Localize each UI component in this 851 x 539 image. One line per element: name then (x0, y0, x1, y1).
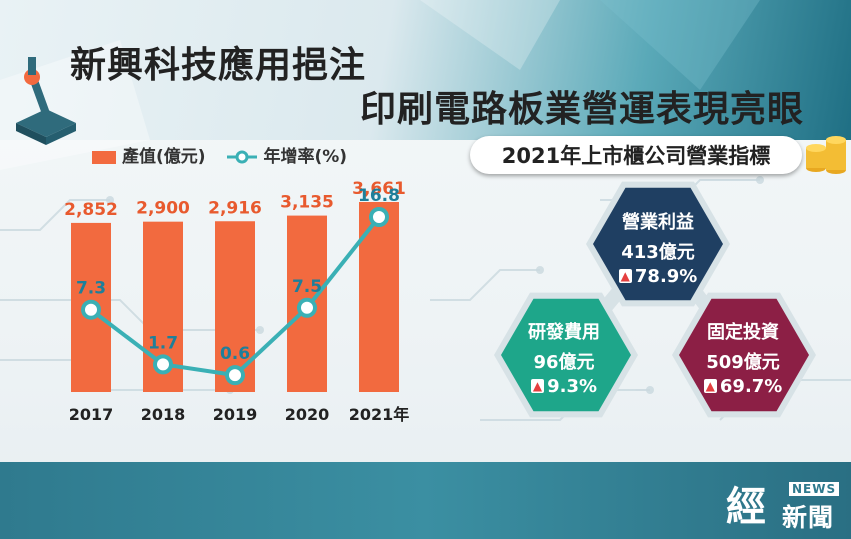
indicator-change-value: 9.3% (547, 376, 598, 397)
indicator-title: 研發費用 (528, 322, 600, 343)
growth-value-label: 0.6 (220, 344, 250, 364)
top-background-band (0, 0, 851, 140)
indicator-operating-profit: 營業利益 413億元 ▲ 78.9% (598, 208, 718, 287)
subtitle: 2021年上市櫃公司營業指標 (501, 144, 771, 168)
x-tick-label: 2018 (141, 405, 186, 424)
bar-legend-swatch (92, 150, 116, 164)
indicator-value: 96億元 (533, 352, 595, 373)
line-legend-label: 年增率(%) (263, 147, 348, 167)
bar-value-label: 3,135 (280, 193, 334, 213)
growth-point-2019 (225, 365, 245, 386)
growth-value-label: 7.5 (292, 277, 322, 297)
x-tick-label: 2017 (69, 405, 114, 424)
growth-point-2017 (81, 299, 101, 320)
up-arrow-icon: ▲ (530, 379, 545, 393)
indicator-value: 509億元 (706, 352, 780, 373)
growth-point-2020 (297, 297, 317, 318)
x-tick-label: 2020 (285, 405, 330, 424)
x-tick-label: 2019 (213, 405, 258, 424)
bar-value-label: 2,900 (136, 199, 190, 219)
indicator-title: 營業利益 (622, 212, 694, 233)
indicator-fixed-investment: 固定投資 509億元 ▲ 69.7% (683, 318, 803, 397)
news-logo-badge: NEWS (789, 482, 840, 496)
indicator-title: 固定投資 (707, 322, 779, 343)
line-legend-swatch (227, 150, 258, 164)
indicator-change: ▲ 9.3% (504, 376, 624, 397)
bottom-background-band (0, 462, 851, 539)
title-line-1: 新興科技應用挹注 (70, 45, 367, 86)
bar-value-label: 2,852 (64, 200, 118, 220)
growth-point-2018 (153, 354, 173, 375)
subtitle-pill (470, 136, 802, 174)
indicator-change-value: 69.7% (719, 376, 783, 397)
bar-legend-label: 產值(億元) (122, 147, 206, 167)
indicator-change-value: 78.9% (634, 266, 698, 287)
chart-legend: 產值(億元) 年增率(%) (92, 142, 347, 167)
indicator-change: ▲ 69.7% (683, 376, 803, 397)
news-logo-main: 經 (726, 483, 766, 530)
growth-value-label: 1.7 (148, 333, 178, 353)
bar-value-label: 3,661 (352, 179, 406, 199)
up-arrow-icon: ▲ (703, 379, 717, 393)
indicator-change: ▲ 78.9% (598, 266, 718, 287)
up-arrow-icon: ▲ (618, 269, 632, 283)
title-line-2: 印刷電路板業營運表現亮眼 (360, 89, 805, 130)
indicator-value: 413億元 (621, 242, 695, 263)
bar-value-label: 2,916 (208, 198, 262, 218)
growth-value-label: 7.3 (76, 279, 106, 299)
news-logo-sub: 新聞 (782, 503, 835, 532)
growth-point-2021年 (369, 207, 389, 227)
indicator-rnd-expense: 研發費用 96億元 ▲ 9.3% (504, 318, 624, 397)
growth-value-label: 16.8 (358, 186, 400, 206)
x-tick-label: 2021年 (349, 405, 410, 424)
